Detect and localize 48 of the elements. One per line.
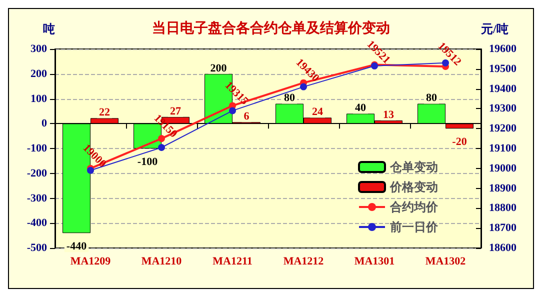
legend-label: 合约均价 xyxy=(389,200,439,214)
legend-label: 价格变动 xyxy=(389,180,438,194)
y-tick-label: -300 xyxy=(26,192,48,204)
y2-tick-label: 19000 xyxy=(489,162,517,174)
y-tick-label: 0 xyxy=(42,118,48,130)
y2-tick-label: 18900 xyxy=(489,182,517,194)
y2-tick-label: 19500 xyxy=(489,62,517,75)
y2-tick-label: 19300 xyxy=(489,102,517,115)
y2-tick-label: 18700 xyxy=(489,222,517,234)
data-label: 27 xyxy=(170,105,182,118)
data-label: 22 xyxy=(99,106,110,119)
x-tick-label: MA1210 xyxy=(141,256,182,268)
y-tick-label: -100 xyxy=(26,142,48,154)
y-tick-label: -400 xyxy=(26,217,48,230)
y2-tick-label: 18600 xyxy=(489,242,517,254)
y2-tick-label: 18800 xyxy=(489,202,517,214)
data-label: -100 xyxy=(137,156,158,168)
y2-axis-title: 元/吨 xyxy=(480,22,508,36)
data-label: 80 xyxy=(426,92,438,104)
data-label: 40 xyxy=(355,102,366,114)
x-tick-label: MA1211 xyxy=(212,256,252,268)
legend-label: 仓单变动 xyxy=(389,160,438,174)
x-tick-label: MA1302 xyxy=(425,256,466,268)
y-tick-label: 300 xyxy=(30,43,48,55)
data-label: -440 xyxy=(66,240,88,253)
point xyxy=(158,144,165,152)
data-label: 24 xyxy=(312,106,324,118)
y-tick-label: 100 xyxy=(30,92,48,105)
data-label: 13 xyxy=(383,108,394,121)
x-tick-label: MA1301 xyxy=(354,256,395,268)
data-label: 80 xyxy=(284,92,296,104)
y2-tick-label: 19200 xyxy=(489,122,517,135)
data-label: 6 xyxy=(244,110,250,123)
x-tick-label: MA1212 xyxy=(283,256,324,268)
y-tick-label: 200 xyxy=(30,68,48,80)
y-axis-title: 吨 xyxy=(43,22,55,36)
data-label: 200 xyxy=(210,62,228,74)
y-tick-label: -200 xyxy=(26,167,48,180)
point xyxy=(229,107,236,114)
y-tick-label: -500 xyxy=(26,242,48,254)
point xyxy=(300,83,307,90)
y2-tick-label: 19100 xyxy=(489,142,517,154)
legend-label: 前一日价 xyxy=(389,220,439,234)
y2-tick-label: 19400 xyxy=(489,82,517,95)
chart-title: 当日电子盘合各合约仓单及结算价变动 xyxy=(152,20,390,36)
x-tick-label: MA1209 xyxy=(70,256,112,268)
data-label: -20 xyxy=(452,136,468,148)
y2-tick-label: 19600 xyxy=(489,43,517,55)
